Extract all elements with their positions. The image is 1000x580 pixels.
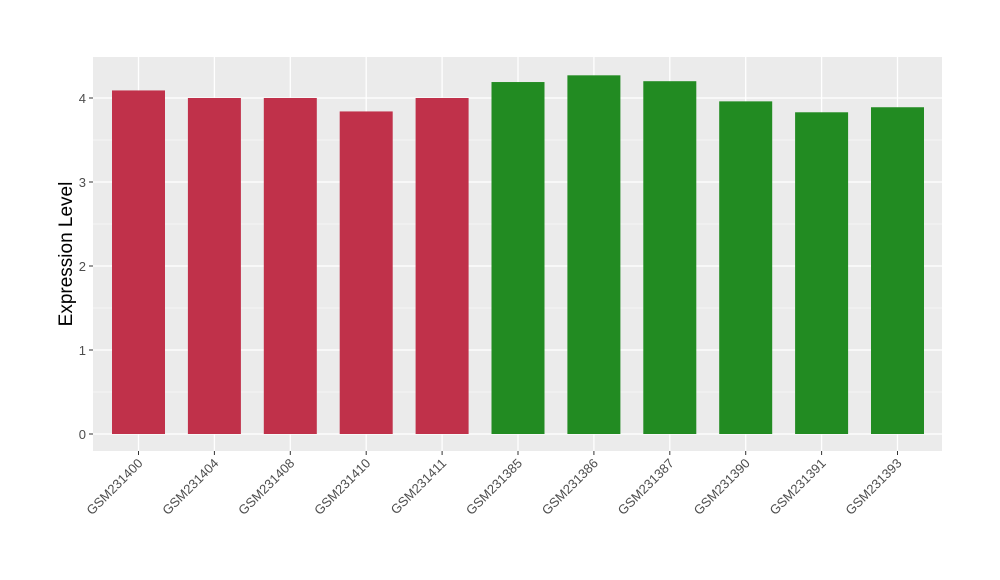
bar-GSM231400 (112, 90, 165, 434)
x-tick-label: GSM231404 (159, 456, 221, 518)
x-tick-label: GSM231385 (463, 456, 525, 518)
x-tick-label: GSM231408 (235, 456, 297, 518)
bars (112, 75, 924, 435)
x-axis: GSM231400 GSM231404 GSM231408 GSM231410 GSM2… (83, 451, 905, 518)
y-tick-label: 1 (79, 343, 86, 358)
x-tick-label: GSM231400 (83, 456, 145, 518)
bar-GSM231411 (415, 98, 469, 434)
bar-GSM231404 (187, 98, 241, 434)
x-tick-label: GSM231391 (766, 456, 828, 518)
x-tick-label: GSM231387 (615, 456, 677, 518)
bar-GSM231391 (795, 112, 849, 434)
y-tick-label: 0 (79, 427, 86, 442)
x-tick-label: GSM231410 (311, 456, 373, 518)
bar-GSM231408 (263, 98, 317, 434)
y-axis-title: Expression Level (56, 182, 77, 327)
x-tick-label: GSM231390 (691, 456, 753, 518)
x-tick-label: GSM231411 (388, 456, 450, 518)
bar-GSM231393 (871, 107, 924, 435)
bar-GSM231390 (719, 101, 773, 435)
y-tick-label: 3 (79, 175, 86, 190)
y-tick-label: 2 (79, 259, 86, 274)
bar-GSM231410 (339, 111, 393, 434)
y-tick-label: 4 (79, 91, 86, 106)
bar-GSM231385 (491, 82, 545, 434)
y-axis: 0 1 2 3 4 (79, 91, 93, 442)
bar-GSM231387 (643, 81, 697, 434)
bar-GSM231386 (567, 75, 621, 434)
x-tick-label: GSM231386 (539, 456, 601, 518)
x-tick-label: GSM231393 (842, 456, 904, 518)
